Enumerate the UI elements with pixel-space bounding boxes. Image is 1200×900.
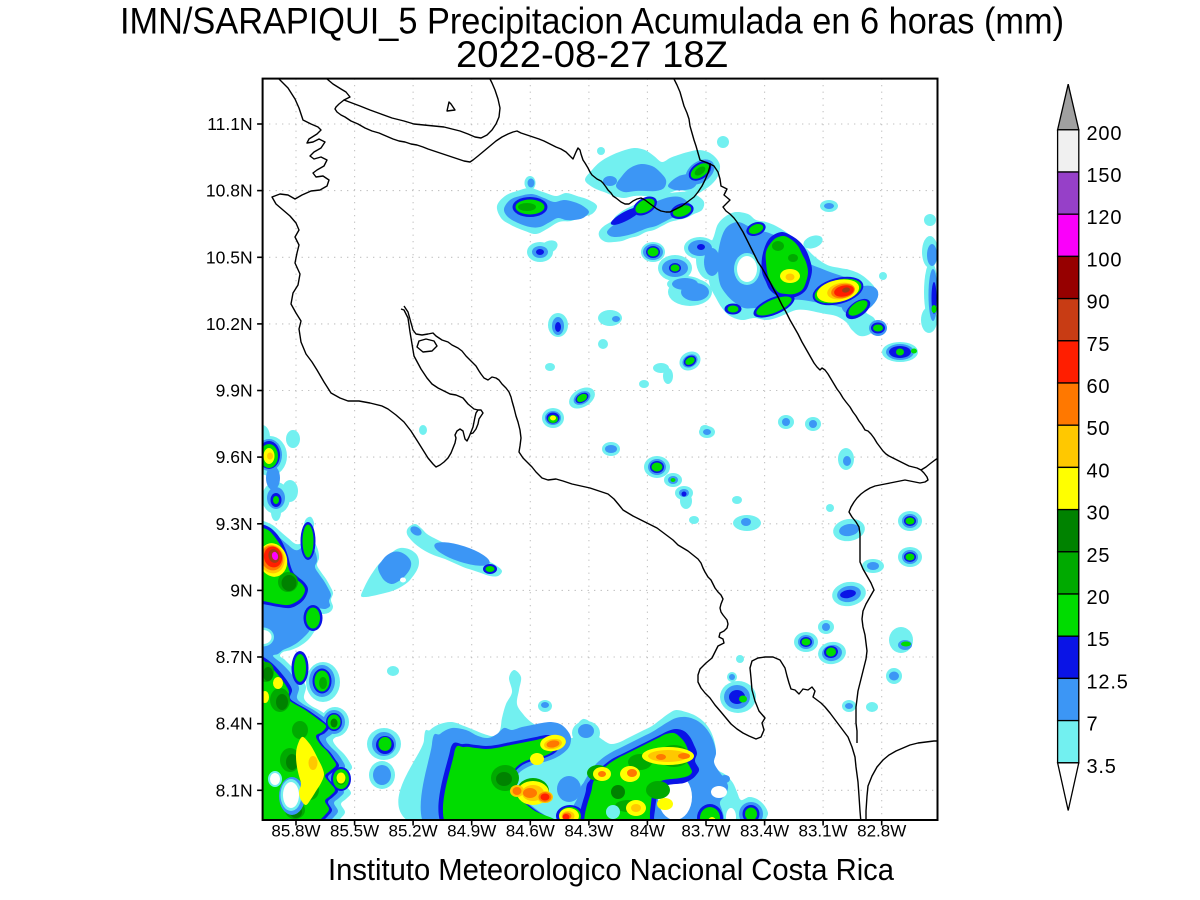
svg-text:150: 150	[1087, 165, 1123, 187]
svg-text:10.5N: 10.5N	[206, 247, 253, 267]
svg-text:90: 90	[1087, 292, 1111, 314]
svg-text:9.6N: 9.6N	[216, 447, 253, 467]
svg-text:9.9N: 9.9N	[216, 381, 253, 401]
svg-text:2022-08-27 18Z: 2022-08-27 18Z	[456, 34, 728, 75]
svg-text:9.3N: 9.3N	[216, 514, 253, 534]
svg-text:15: 15	[1087, 629, 1111, 651]
svg-text:10.2N: 10.2N	[206, 314, 253, 334]
svg-text:8.1N: 8.1N	[216, 780, 253, 800]
svg-text:84.9W: 84.9W	[447, 822, 496, 841]
svg-text:120: 120	[1087, 207, 1123, 229]
svg-text:85.5W: 85.5W	[330, 822, 379, 841]
svg-text:8.7N: 8.7N	[216, 647, 253, 667]
svg-text:82.8W: 82.8W	[857, 822, 906, 841]
svg-text:60: 60	[1087, 376, 1111, 398]
svg-text:200: 200	[1087, 123, 1123, 145]
svg-text:9N: 9N	[230, 580, 252, 600]
svg-text:83.1W: 83.1W	[799, 822, 848, 841]
svg-text:83.4W: 83.4W	[740, 822, 789, 841]
svg-text:Instituto Meteorologico Nacion: Instituto Meteorologico Nacional Costa R…	[328, 852, 895, 887]
svg-text:100: 100	[1087, 249, 1123, 271]
svg-text:75: 75	[1087, 334, 1111, 356]
svg-text:50: 50	[1087, 418, 1111, 440]
svg-text:84.3W: 84.3W	[564, 822, 613, 841]
svg-text:84W: 84W	[630, 822, 665, 841]
svg-text:8.4N: 8.4N	[216, 714, 253, 734]
svg-text:IMN/SARAPIQUI_5 Precipitacion: IMN/SARAPIQUI_5 Precipitacion Acumulada …	[120, 1, 1064, 42]
svg-text:85.8W: 85.8W	[271, 822, 320, 841]
svg-text:84.6W: 84.6W	[506, 822, 555, 841]
svg-text:12.5: 12.5	[1087, 671, 1129, 693]
svg-text:85.2W: 85.2W	[389, 822, 438, 841]
svg-text:20: 20	[1087, 587, 1111, 609]
svg-text:11.1N: 11.1N	[207, 114, 252, 134]
svg-text:40: 40	[1087, 460, 1111, 482]
svg-text:83.7W: 83.7W	[681, 822, 730, 841]
svg-text:3.5: 3.5	[1087, 756, 1117, 778]
svg-text:25: 25	[1087, 545, 1111, 567]
svg-text:10.8N: 10.8N	[206, 181, 253, 201]
svg-text:7: 7	[1087, 714, 1099, 736]
svg-text:30: 30	[1087, 503, 1111, 525]
